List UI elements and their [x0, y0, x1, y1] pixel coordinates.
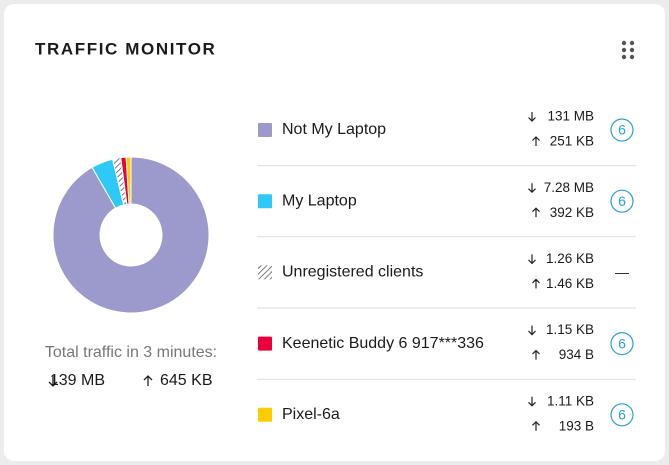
down-value: 7.28 MB	[544, 180, 594, 195]
legend-swatch	[258, 265, 272, 280]
legend-swatch	[258, 194, 272, 209]
client-name[interactable]: Keenetic Buddy 6 917***336	[282, 335, 484, 352]
down-value: 131 MB	[547, 109, 594, 124]
badge[interactable]: 6	[618, 335, 626, 351]
down-arrow	[528, 396, 536, 407]
badge: —	[615, 264, 629, 280]
client-name[interactable]: Pixel-6a	[282, 406, 340, 423]
total-up: 645 KB	[160, 372, 212, 389]
up-value: 251 KB	[550, 134, 594, 149]
down-value: 1.26 KB	[546, 251, 594, 266]
down-arrow	[528, 112, 536, 122]
menu-icon[interactable]	[621, 40, 635, 60]
down-arrow	[528, 254, 536, 265]
badge-circle[interactable]	[610, 189, 634, 213]
donut-slice	[52, 156, 210, 314]
down-value: 1.11 KB	[547, 393, 594, 408]
card	[4, 4, 665, 461]
badge-circle[interactable]	[610, 118, 634, 142]
total-down: 139 MB	[50, 372, 105, 389]
total-arrows	[48, 375, 153, 387]
up-arrow	[532, 136, 540, 146]
badge[interactable]: 6	[618, 193, 626, 209]
badge-circle[interactable]	[610, 403, 634, 427]
down-arrow	[528, 325, 536, 336]
down-value: 1.15 KB	[546, 322, 594, 337]
up-value: 1.46 KB	[546, 276, 594, 291]
up-arrow	[532, 349, 540, 360]
up-value: 392 KB	[550, 205, 594, 220]
badge[interactable]: 6	[618, 122, 626, 138]
legend-swatch	[258, 123, 272, 137]
badge[interactable]: 6	[618, 407, 626, 423]
down-arrow	[528, 183, 536, 194]
client-name[interactable]: Not My Laptop	[282, 121, 386, 138]
total-label: Total traffic in 3 minutes:	[45, 344, 217, 361]
client-name[interactable]: My Laptop	[282, 192, 357, 209]
up-arrow	[532, 207, 540, 218]
donut-slice	[125, 156, 132, 205]
up-value: 193 B	[559, 418, 594, 433]
badge-circle[interactable]	[610, 332, 634, 356]
title: TRAFFIC MONITOR	[35, 39, 216, 58]
client-name[interactable]: Unregistered clients	[282, 264, 423, 281]
legend-swatch	[258, 336, 272, 351]
up-arrow	[532, 420, 540, 431]
legend-swatch	[258, 407, 272, 422]
up-arrow	[532, 278, 540, 289]
up-value: 934 B	[559, 347, 594, 362]
